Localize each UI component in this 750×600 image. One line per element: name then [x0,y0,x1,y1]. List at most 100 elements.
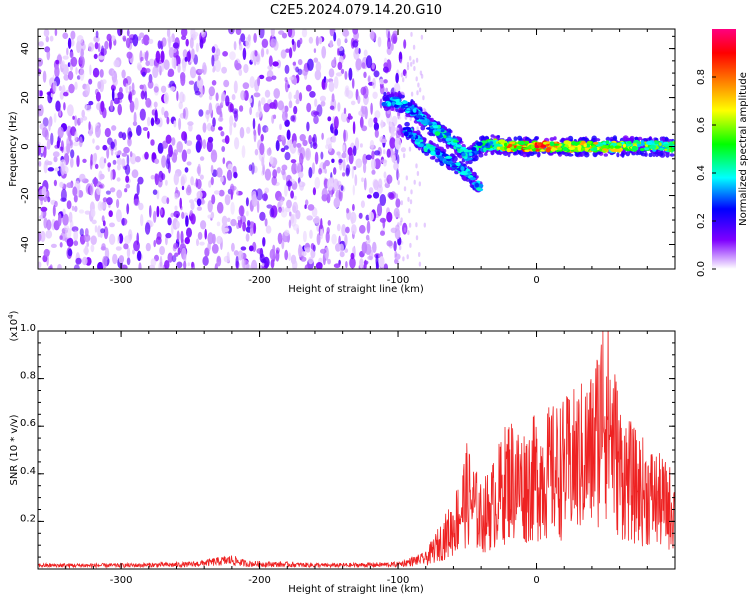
spectrogram-cell [240,33,246,43]
spectrogram-cell [395,72,399,84]
spectrogram-cell [212,233,216,245]
spectrogram-cell [593,141,599,145]
spectrogram-cell [302,139,308,147]
spectrogram-cell [327,258,331,265]
spectrogram-cell [468,152,473,157]
spectrogram-cell [371,150,375,160]
spectrogram-cell [218,116,224,122]
spectrogram-cell [124,188,128,193]
spectrogram-cell [406,108,411,111]
spectrogram-cell [155,50,161,63]
spectrogram-cell [101,79,107,85]
spectrogram-cell [638,136,643,141]
spectrogram-cell [436,128,442,132]
spectrogram-cell [59,242,63,248]
spectrogram-cell [84,103,88,110]
spectrogram-cell [308,167,313,179]
spectrogram-cell [216,202,224,214]
spectrogram-cell [352,145,357,157]
spectrogram-cell [325,78,329,84]
spectrogram-cell [115,209,122,223]
spectrogram-cell [416,126,419,132]
spectrogram-cell [586,141,592,145]
spectrogram-cell [496,135,501,138]
spectrogram-cell [297,68,303,76]
spectrogram-cell [81,109,85,118]
spectrogram-cell [372,77,376,89]
spectrogram-cell [124,235,131,245]
spectrogram-cell [38,41,44,47]
spectrogram-cell [62,32,69,39]
spectrogram-cell [99,156,106,169]
spectrogram-cell [199,38,204,49]
spectrogram-cell [233,171,238,179]
spectrogram-xtick-label: -300 [110,275,133,286]
spectrogram-cell [178,117,182,131]
spectrogram-cell [144,90,148,101]
spectrogram-cell [93,53,98,60]
spectrogram-cell [326,227,330,234]
spectrogram-cell [123,146,130,154]
spectrogram-cell [211,243,219,254]
spectrogram-cell [397,222,400,228]
spectrogram-cell [270,29,275,38]
spectrogram-cell [75,67,78,75]
spectrogram-cell [337,102,341,112]
spectrogram-cell [434,131,441,137]
spectrogram-cell [373,179,379,191]
spectrogram-cell [435,151,441,156]
spectrogram-cell [47,196,51,203]
spectrogram-cell [323,76,327,83]
spectrogram-cell [156,205,160,218]
spectrogram-cell [137,176,144,185]
spectrogram-cell [46,49,51,61]
spectrogram-cell [180,174,187,184]
spectrogram-cell [40,206,48,212]
spectrogram-cell [315,262,323,269]
spectrogram-cell [198,109,204,117]
spectrogram-cell [432,125,439,129]
spectrogram-cell [350,100,356,106]
spectrogram-cell [386,240,393,247]
spectrogram-cell [315,35,319,47]
spectrogram-cell [397,180,400,185]
spectrogram-cell [379,217,387,223]
spectrogram-cell [204,228,207,240]
spectrogram-cell [320,100,326,107]
spectrogram-cell [270,258,275,269]
spectrogram-cell [141,38,145,44]
spectrogram-cell [249,106,253,116]
spectrogram-cell [373,70,380,78]
spectrogram-cell [266,147,272,156]
spectrogram-cell [141,71,146,78]
spectrogram-cell [467,157,473,161]
spectrogram-cell [369,249,374,261]
spectrogram-cell [52,151,60,158]
spectrogram-cell [302,230,307,243]
spectrogram-cell [368,117,374,128]
spectrogram-cell [490,134,495,138]
snr-scale-suffix: ) [9,310,20,314]
spectrogram-cell [94,42,99,50]
spectrogram-cell [659,147,664,151]
spectrogram-cell [54,167,60,172]
spectrogram-cell [191,261,194,268]
spectrogram-cell [242,82,250,90]
spectrogram-cell [536,151,541,158]
spectrogram-cell [258,74,265,80]
snr-series-line [38,331,675,569]
spectrogram-cell [245,197,249,207]
spectrogram-cell [132,249,135,255]
spectrogram-cell [392,35,397,44]
spectrogram-cell [111,125,117,131]
spectrogram-cell [321,132,324,140]
spectrogram-cell [320,151,324,160]
spectrogram-cell [295,89,300,101]
spectrogram-cell [277,232,283,245]
spectrogram-cell [402,256,405,262]
spectrogram-cell [93,176,98,188]
spectrogram-cell [328,81,335,93]
spectrogram-cell [338,158,343,164]
spectrogram-cell [256,188,263,201]
spectrogram-cell [563,140,571,145]
